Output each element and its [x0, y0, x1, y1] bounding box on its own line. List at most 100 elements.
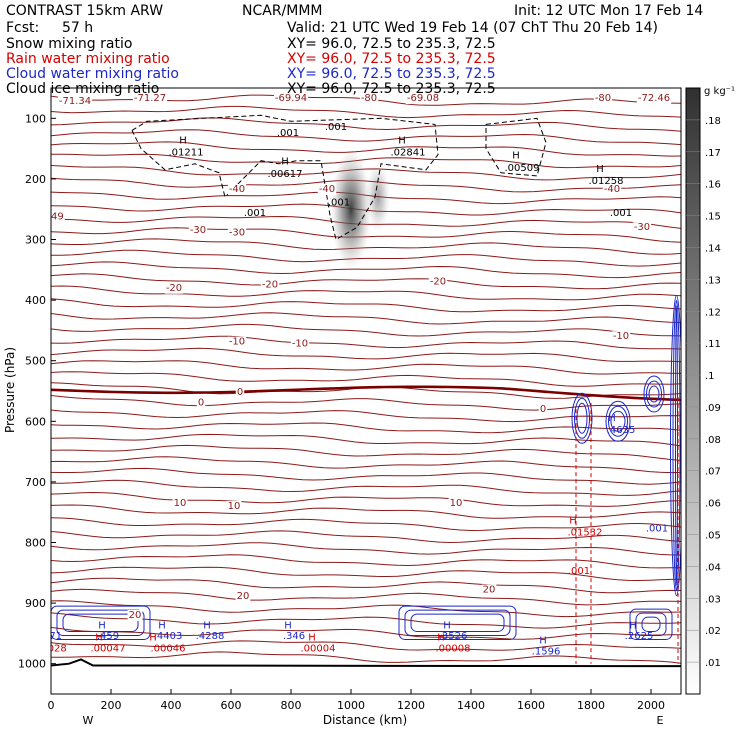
isotherm-label: 0 [198, 397, 204, 408]
surface-line [51, 658, 681, 668]
y-tick-label: 200 [25, 173, 46, 186]
y-tick-label: 500 [25, 355, 46, 368]
valid-time: Valid: 21 UTC Wed 19 Feb 14 (07 ChT Thu … [287, 20, 658, 36]
y-tick-label: 700 [25, 476, 46, 489]
contour-annotation: .4403 [154, 631, 183, 642]
freezing-level-line [51, 385, 681, 402]
isotherm-label: 0 [540, 404, 546, 415]
colorbar: g kg⁻¹ .01 .02 .03 .04 .05 .06 .07 .08 .09 .1 .11.… [685, 86, 735, 695]
contour-annotation: .4635 [607, 425, 636, 436]
contour-annotation: .001 [610, 208, 632, 219]
field-rain-name: Rain water mixing ratio [6, 51, 170, 67]
isotherm-label: 10 [450, 498, 463, 509]
isotherm-line [51, 626, 681, 640]
contour-annotation: .3526 [439, 631, 468, 642]
x-tick-label: 200 [101, 699, 122, 712]
isotherm-label: -72.46 [638, 93, 670, 104]
contour-annotation: .00509 [505, 163, 540, 174]
cloud-water-contour [571, 392, 593, 444]
snow-secondary-shade [366, 162, 390, 233]
isotherm-line [51, 651, 681, 664]
cloud-water-contour [675, 305, 678, 587]
field-cloudwater-xy: XY= 96.0, 72.5 to 235.3, 72.5 [287, 66, 496, 82]
colorbar-tick-label: .05 [705, 531, 721, 542]
contour-annotation: .001 [646, 523, 668, 534]
label-bg [317, 183, 337, 195]
x-end-west: W [83, 714, 94, 727]
contour-annotation: H [179, 136, 187, 147]
contour-annotation: H [437, 632, 445, 643]
cloud-water-contour [641, 616, 661, 632]
colorbar-tick-label: .09 [705, 403, 721, 414]
colorbar-tick-label: .02 [705, 626, 721, 637]
label-bg [593, 93, 613, 105]
cloud-ice-contours [131, 114, 547, 241]
label-bg [196, 397, 206, 409]
colorbar-tick-label: .08 [705, 435, 721, 446]
cloud-water-contour [576, 402, 588, 434]
isotherm-label: -30 [190, 225, 206, 236]
contour-annotation: .459 [97, 631, 119, 642]
x-tick-label: 1400 [457, 699, 485, 712]
contour-annotation: H [98, 620, 106, 631]
colorbar-tick-label: .11 [705, 339, 721, 350]
isotherm-line [51, 117, 681, 132]
colorbar-tick-label: .16 [705, 180, 721, 191]
label-bg [602, 183, 622, 195]
contour-annotation: .01258 [589, 176, 624, 187]
isotherm-label: -69.08 [407, 93, 439, 104]
label-bg [127, 610, 143, 622]
isotherm-line [51, 371, 681, 387]
label-bg [235, 387, 245, 398]
contour-annotation: H [629, 620, 637, 631]
contour-annotation: 471 [43, 631, 62, 642]
contour-annotation: .00008 [436, 643, 471, 654]
contour-annotation: H [95, 632, 103, 643]
label-bg [57, 96, 93, 108]
cloud-water-contour [51, 605, 151, 640]
colorbar-tick-label: .17 [705, 148, 721, 159]
x-tick-label: 2000 [637, 699, 665, 712]
contour-annotation: H [569, 515, 577, 526]
isotherm-label: -40 [604, 184, 620, 195]
cloud-water-contour [610, 410, 626, 432]
isotherm-label: -10 [613, 331, 629, 342]
isotherm-label: -80 [595, 93, 611, 104]
y-tick-label: 800 [25, 537, 46, 550]
colorbar-ramp [685, 87, 701, 695]
cloud-water-contour [574, 397, 590, 439]
label-bg [51, 211, 65, 223]
contour-annotation: .01532 [568, 528, 603, 539]
contour-annotation: .2625 [625, 631, 654, 642]
center-title: NCAR/MMM [242, 3, 323, 19]
field-cloudwater-name: Cloud water mixing ratio [6, 66, 179, 82]
x-tick-label: 1200 [397, 699, 425, 712]
isotherm-line [51, 129, 681, 146]
colorbar-tick-label: .13 [705, 275, 721, 286]
isotherm-label: -40 [319, 184, 335, 195]
label-bg [290, 338, 310, 350]
contour-annotation: .02841 [391, 148, 426, 159]
isotherm-label: -71.34 [59, 96, 91, 107]
y-tick-label: 1000 [18, 658, 46, 671]
model-title: CONTRAST 15km ARW [6, 3, 163, 19]
label-bg [481, 584, 497, 596]
isotherm-label: -30 [634, 222, 650, 233]
isotherm-line [51, 491, 681, 507]
label-bg [632, 222, 652, 234]
colorbar-tick-label: .01 [705, 658, 721, 669]
cloud-water-contour [56, 609, 145, 636]
contour-annotation: H [308, 632, 316, 643]
cloud-ice-contour [485, 117, 547, 177]
contour-annotation: .001 [568, 566, 590, 577]
isotherm-line [51, 141, 681, 157]
label-bg [227, 336, 247, 348]
y-tick-label: 100 [25, 112, 46, 125]
contour-labels: -71.34 -71.27 -69.94 -80 -69.08 -80 -72.46 -40 -… [43, 93, 672, 657]
isotherm-label: -20 [166, 283, 182, 294]
isotherm-line [51, 444, 681, 461]
x-tick-label: 400 [161, 699, 182, 712]
contour-annotation: H [596, 164, 604, 175]
cloud-water-contour [605, 400, 631, 442]
